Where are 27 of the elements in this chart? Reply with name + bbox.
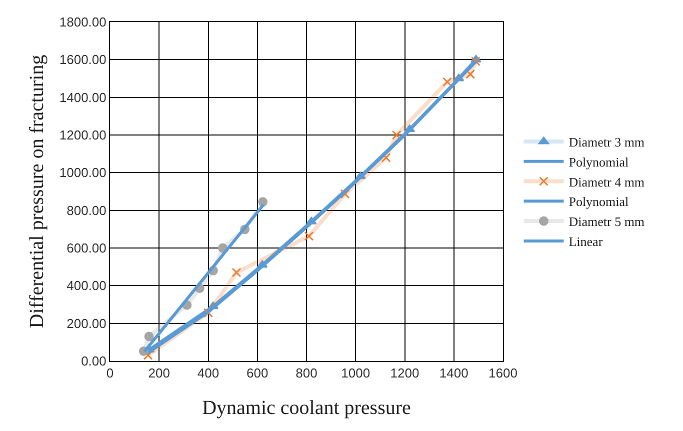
- x-tick-label: 1000: [341, 366, 370, 381]
- y-tick-label: 200.00: [66, 316, 106, 331]
- y-tick-label: 1200.00: [59, 128, 106, 143]
- legend-label: Diametr 5 mm: [568, 214, 645, 230]
- legend-label: Diametr 4 mm: [568, 174, 645, 190]
- x-tick-label: 1600: [488, 366, 518, 381]
- y-tick-label: 0.00: [81, 354, 106, 369]
- y-axis-title: Differential pressure on fracturing: [26, 54, 48, 328]
- x-tick-label: 400: [197, 366, 220, 381]
- y-tick-label: 600.00: [66, 240, 106, 256]
- x-tick-label: 800: [296, 366, 318, 381]
- legend-label: Linear: [568, 234, 604, 250]
- x-tick-label: 0: [106, 366, 114, 381]
- x-tick-label: 1200: [390, 366, 420, 381]
- legend-label: Polynomial: [568, 154, 630, 170]
- y-tick-label: 1800.00: [59, 14, 106, 30]
- x-tick-label: 200: [148, 366, 170, 381]
- legend-label: Polynomial: [568, 194, 630, 210]
- y-tick-label: 1600.00: [59, 52, 106, 68]
- y-tick-label: 400.00: [66, 278, 106, 294]
- y-tick-label: 1000.00: [59, 165, 106, 180]
- x-axis-title: Dynamic coolant pressure: [202, 397, 412, 420]
- legend-label: Diametr 3 mm: [568, 134, 645, 150]
- x-tick-label: 600: [246, 366, 268, 381]
- x-tick-label: 1400: [439, 366, 468, 381]
- y-tick-label: 1400.00: [59, 90, 106, 105]
- y-tick-label: 800.00: [66, 202, 106, 218]
